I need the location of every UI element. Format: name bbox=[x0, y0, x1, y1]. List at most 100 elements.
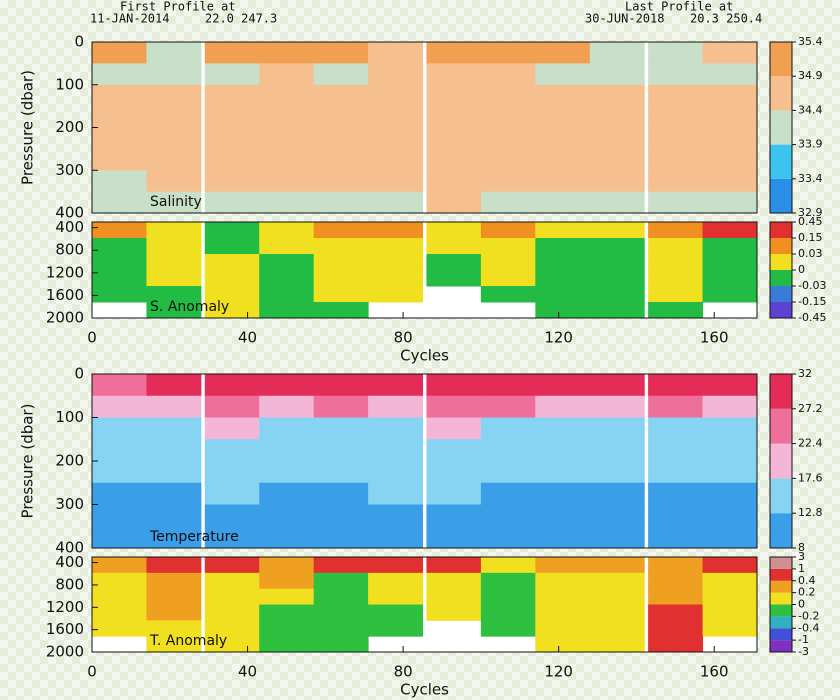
colorbar-segment bbox=[770, 592, 792, 605]
heat-cell bbox=[702, 417, 757, 440]
heat-cell bbox=[313, 439, 369, 462]
heat-cell bbox=[368, 286, 424, 303]
colorbar-label: 35.4 bbox=[798, 35, 823, 48]
heat-cell bbox=[702, 504, 757, 527]
heat-cell bbox=[702, 557, 757, 574]
heat-cell bbox=[480, 374, 536, 397]
heat-cell bbox=[92, 222, 147, 239]
heat-cell bbox=[702, 238, 757, 255]
heat-cell bbox=[589, 482, 645, 505]
heat-cell bbox=[702, 620, 757, 637]
heat-cell bbox=[92, 238, 147, 255]
heat-cell bbox=[259, 191, 315, 213]
heat-cell bbox=[204, 301, 260, 318]
heat-cell bbox=[589, 148, 645, 171]
heat-cell bbox=[368, 270, 424, 287]
heat-cell bbox=[146, 461, 202, 484]
heat-cell bbox=[426, 461, 482, 484]
heat-cell bbox=[702, 148, 757, 171]
heat-cell bbox=[259, 636, 315, 652]
heat-cell bbox=[480, 526, 536, 548]
heat-cell bbox=[480, 42, 536, 64]
heat-cell bbox=[146, 222, 202, 239]
heat-cell bbox=[313, 604, 369, 621]
heat-cell bbox=[535, 417, 591, 440]
heat-cell bbox=[259, 222, 315, 239]
heat-cell bbox=[146, 439, 202, 462]
heat-cell bbox=[702, 253, 757, 271]
heat-cell bbox=[535, 170, 591, 193]
heat-cell bbox=[589, 620, 645, 637]
heat-cell bbox=[92, 439, 147, 462]
colorbar-label: -1 bbox=[798, 633, 809, 646]
heat-cell bbox=[259, 572, 315, 590]
panel-label: Temperature bbox=[149, 529, 239, 545]
heat-cell bbox=[426, 526, 482, 548]
heat-cell bbox=[480, 170, 536, 193]
colorbar-segment bbox=[770, 254, 792, 270]
panel-label: T. Anomaly bbox=[149, 633, 227, 649]
heat-cell bbox=[92, 572, 147, 590]
heat-cell bbox=[92, 395, 147, 418]
heat-cell bbox=[204, 42, 260, 64]
plot-background bbox=[92, 557, 757, 652]
heat-cell bbox=[259, 461, 315, 484]
colorbar-segment bbox=[770, 222, 792, 238]
heat-cell bbox=[535, 270, 591, 287]
colorbar-segment bbox=[770, 42, 792, 77]
heat-cell bbox=[92, 504, 147, 527]
heat-cell bbox=[92, 170, 147, 193]
heat-cell bbox=[648, 374, 704, 397]
colorbar-label: -0.2 bbox=[798, 609, 819, 622]
heat-cell bbox=[535, 253, 591, 271]
colorbar-label: 0.45 bbox=[798, 215, 823, 228]
heat-cell bbox=[480, 604, 536, 621]
heat-cell bbox=[146, 238, 202, 255]
heat-cell bbox=[259, 604, 315, 621]
heat-cell bbox=[426, 222, 482, 239]
heat-cell bbox=[368, 374, 424, 397]
heat-cell bbox=[146, 84, 202, 107]
heat-cell bbox=[313, 572, 369, 590]
heat-cell bbox=[702, 439, 757, 462]
heat-cell bbox=[648, 42, 704, 64]
heat-cell bbox=[535, 395, 591, 418]
heat-cell bbox=[480, 270, 536, 287]
heat-cell bbox=[702, 461, 757, 484]
heat-cell bbox=[426, 604, 482, 621]
colorbar-label: 34.4 bbox=[798, 103, 823, 116]
heat-cell bbox=[535, 191, 591, 213]
heat-cell bbox=[146, 588, 202, 605]
plot-background bbox=[92, 222, 757, 318]
heat-cell bbox=[259, 286, 315, 303]
heat-cell bbox=[368, 106, 424, 128]
heat-cell bbox=[535, 374, 591, 397]
colorbar-segment bbox=[770, 628, 792, 641]
heat-cell bbox=[648, 238, 704, 255]
heat-cell bbox=[92, 461, 147, 484]
heat-cell bbox=[480, 286, 536, 303]
heat-cell bbox=[368, 620, 424, 637]
heat-cell bbox=[204, 106, 260, 128]
heat-cell bbox=[259, 557, 315, 574]
heat-cell bbox=[589, 439, 645, 462]
colorbar-label: -0.15 bbox=[798, 295, 826, 308]
colorbar-label: 8 bbox=[798, 541, 805, 554]
y-axis-label: Pressure (dbar) bbox=[19, 70, 37, 185]
heat-cell bbox=[313, 148, 369, 171]
heat-cell bbox=[92, 620, 147, 637]
colorbar-frame bbox=[769, 41, 793, 214]
heat-cell bbox=[702, 526, 757, 548]
x-tick-label: 160 bbox=[700, 329, 729, 347]
heat-cell bbox=[146, 127, 202, 150]
heat-cell bbox=[146, 286, 202, 303]
heat-cell bbox=[535, 148, 591, 171]
heat-cell bbox=[426, 395, 482, 418]
cells bbox=[92, 557, 757, 652]
x-tick-label: 120 bbox=[544, 663, 573, 681]
heat-cell bbox=[259, 482, 315, 505]
heat-cell bbox=[535, 42, 591, 64]
colorbar-label: 0.4 bbox=[798, 574, 816, 587]
heat-cell bbox=[92, 191, 147, 213]
